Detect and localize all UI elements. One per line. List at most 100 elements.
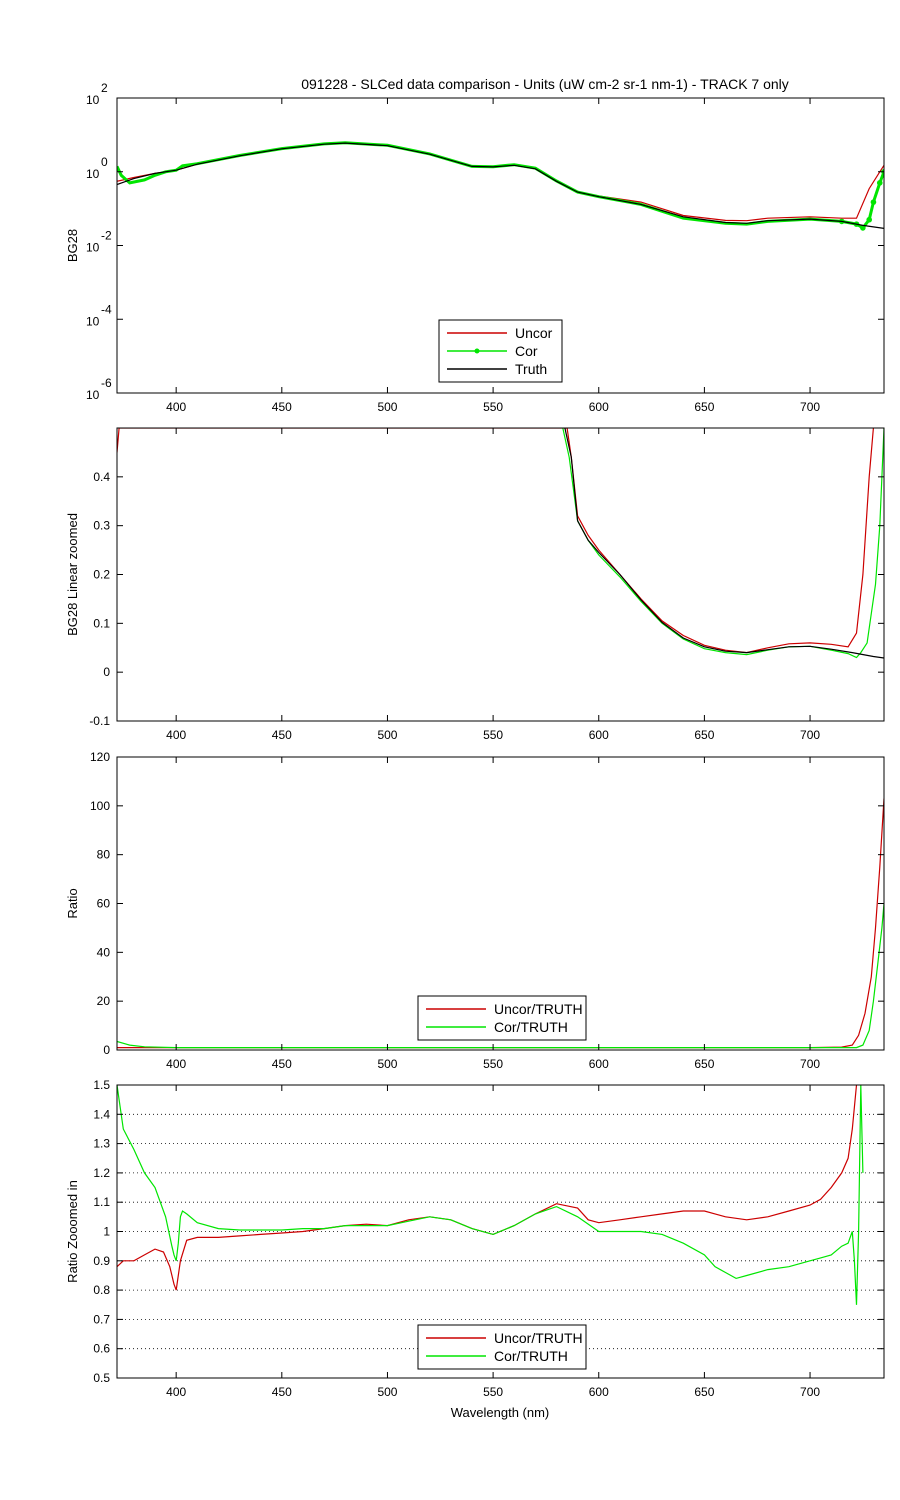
x-tick-label: 400 [166, 728, 186, 742]
y-tick-label: 40 [97, 945, 111, 959]
y-tick-label: 100 [90, 799, 110, 813]
y-tick-label: 0.6 [93, 1342, 110, 1356]
x-tick-label: 500 [377, 400, 397, 414]
legend: Uncor/TRUTH Cor/TRUTH [417, 995, 587, 1041]
series-line-cor [562, 428, 884, 659]
series-line-truth [564, 428, 884, 659]
x-axis-label: Wavelength (nm) [451, 1405, 550, 1420]
y-tick-label: 60 [97, 897, 111, 911]
y-tick-label: 0.3 [93, 519, 110, 533]
x-tick-label: 550 [483, 1385, 503, 1399]
y-tick-label: 1 [103, 1225, 110, 1239]
subplot-bg28-log: 400 450 500 550 600 650 70010-610-410-2100102B… [65, 81, 885, 414]
legend: Uncor/TRUTH Cor/TRUTH [417, 1324, 587, 1370]
legend-entry: Truth [515, 361, 547, 377]
x-tick-label: 650 [694, 728, 714, 742]
series-marker-cor [866, 216, 873, 223]
y-tick-label: 10 [86, 241, 100, 255]
y-tick-label: 10 [86, 388, 100, 402]
y-tick-label: 1.3 [93, 1137, 110, 1151]
x-tick-label: 650 [694, 1057, 714, 1071]
y-tick-label: 80 [97, 848, 111, 862]
series-marker-cor [860, 225, 866, 231]
legend-marker-cor [474, 348, 480, 354]
x-tick-label: 700 [800, 728, 820, 742]
y-tick-label: 0.1 [93, 616, 110, 630]
x-tick-label: 600 [589, 1385, 609, 1399]
x-tick-label: 550 [483, 728, 503, 742]
subplot-ratio-zoom: 400 450 500 550 600 650 700 0.5 0.6 0.7 0.8 0.9 1 1.1… [65, 1078, 885, 1399]
x-tick-label: 550 [483, 400, 503, 414]
x-tick-label: 700 [800, 1057, 820, 1071]
series-line-uncor [117, 428, 874, 654]
x-tick-label: 700 [800, 1385, 820, 1399]
series-line-cor [117, 141, 884, 230]
legend-entry: Uncor/TRUTH [494, 1001, 583, 1017]
series-line-cor [117, 1085, 864, 1305]
subplot-bg28-linear: 400 450 500 550 600 650 700 -0.1 0 0.1 0.2 0.3 0.4 BG… [65, 427, 885, 742]
y-tick-label-exponent: -6 [101, 376, 112, 390]
x-tick-label: 400 [166, 1057, 186, 1071]
y-tick-label: 10 [86, 314, 100, 328]
x-tick-label: 450 [272, 1057, 292, 1071]
series-marker-cor [876, 180, 883, 186]
y-tick-label: 10 [86, 93, 100, 107]
y-tick-label: 0.4 [93, 470, 110, 484]
y-tick-label-exponent: -2 [101, 229, 112, 243]
x-tick-label: 400 [166, 1385, 186, 1399]
series-marker-cor [870, 199, 877, 205]
x-tick-label: 650 [694, 1385, 714, 1399]
series-line-truth [117, 142, 884, 229]
y-tick-label: 1.2 [93, 1166, 110, 1180]
y-tick-label: 20 [97, 994, 111, 1008]
x-tick-label: 450 [272, 728, 292, 742]
x-tick-label: 650 [694, 400, 714, 414]
legend-box [417, 1324, 587, 1370]
y-tick-label: 0 [103, 1043, 110, 1057]
series-line-uncor [117, 142, 884, 222]
legend-box [417, 995, 587, 1041]
y-axis-label: BG28 Linear zoomed [65, 513, 80, 636]
series-line-cor [117, 903, 884, 1049]
y-tick-label: 10 [86, 167, 100, 181]
y-tick-label: 0.7 [93, 1312, 110, 1326]
y-tick-label: 1.5 [93, 1078, 110, 1092]
legend: Uncor Cor Truth [438, 319, 563, 383]
y-axis-label: Ratio [65, 888, 80, 918]
y-tick-label: 0.2 [93, 568, 110, 582]
y-tick-label-exponent: 0 [101, 155, 108, 169]
x-tick-label: 400 [166, 400, 186, 414]
figure-title: 091228 - SLCed data comparison - Units (… [301, 76, 789, 92]
subplot-ratio: 400 450 500 550 600 650 700 0 20 40 60 80 100 120 Rati… [65, 750, 885, 1071]
y-axis-label: Ratio Zooomed in [65, 1180, 80, 1283]
legend-entry: Cor/TRUTH [494, 1348, 568, 1364]
y-tick-label: 0.5 [93, 1371, 110, 1385]
x-tick-label: 500 [377, 1057, 397, 1071]
legend-entry: Uncor [515, 325, 553, 341]
y-tick-label-exponent: 2 [101, 81, 108, 95]
axes-frame [116, 427, 885, 722]
x-tick-label: 700 [800, 400, 820, 414]
x-tick-label: 450 [272, 400, 292, 414]
legend-entry: Cor [515, 343, 538, 359]
x-tick-label: 600 [589, 400, 609, 414]
legend-entry: Cor/TRUTH [494, 1019, 568, 1035]
y-tick-label: 0 [103, 665, 110, 679]
y-tick-label: 0.8 [93, 1283, 110, 1297]
legend-entry: Uncor/TRUTH [494, 1330, 583, 1346]
x-tick-label: 500 [377, 1385, 397, 1399]
x-tick-label: 600 [589, 1057, 609, 1071]
series-line-uncor [117, 1085, 858, 1291]
x-tick-label: 450 [272, 1385, 292, 1399]
x-tick-label: 500 [377, 728, 397, 742]
y-tick-label: 1.1 [93, 1195, 110, 1209]
y-tick-label: -0.1 [89, 714, 110, 728]
y-tick-label-exponent: -4 [101, 302, 112, 316]
x-tick-label: 550 [483, 1057, 503, 1071]
y-tick-label: 0.9 [93, 1254, 110, 1268]
y-tick-label: 120 [90, 750, 110, 764]
y-tick-label: 1.4 [93, 1107, 110, 1121]
y-axis-label: BG28 [65, 229, 80, 262]
x-tick-label: 600 [589, 728, 609, 742]
